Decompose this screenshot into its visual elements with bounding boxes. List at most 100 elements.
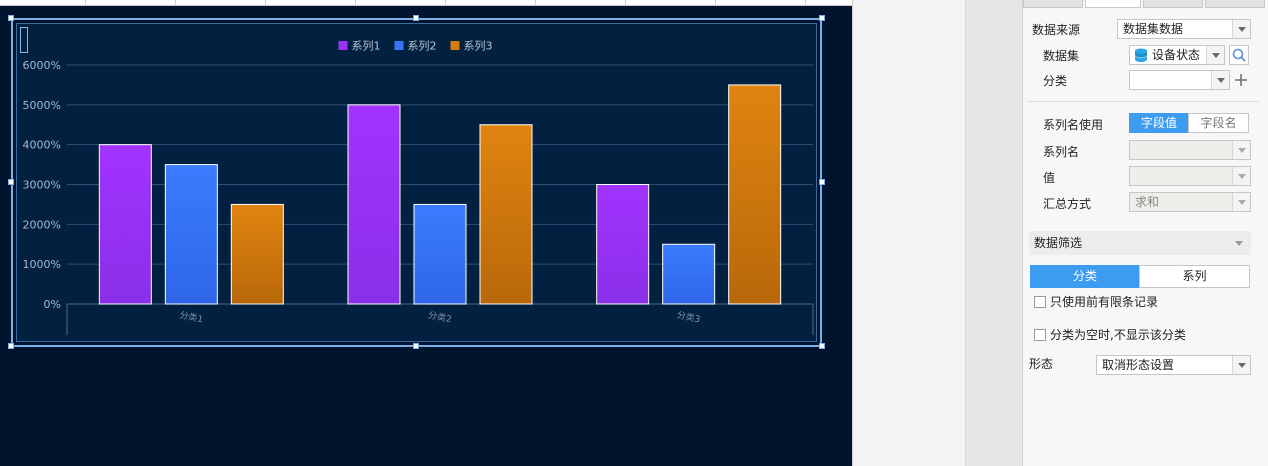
limit-records-option[interactable]: 只使用前有限条记录 bbox=[1034, 293, 1158, 310]
chevron-down-icon[interactable] bbox=[1206, 46, 1224, 64]
bar[interactable] bbox=[164, 164, 218, 305]
bar[interactable] bbox=[596, 184, 650, 305]
chevron-down-icon[interactable] bbox=[1232, 20, 1250, 38]
y-tick-label: 1000% bbox=[23, 258, 61, 271]
resize-handle-sw[interactable] bbox=[8, 343, 14, 349]
series-name-field-name-toggle[interactable]: 字段名 bbox=[1188, 113, 1249, 133]
bar-chart: 0% 1000% 2000% 3000% 4000% 5000% 6000% 分类1 分类2 分… bbox=[23, 39, 814, 335]
add-category-button[interactable] bbox=[1231, 70, 1251, 90]
y-tick-label: 5000% bbox=[23, 99, 61, 112]
chevron-down-icon[interactable] bbox=[1232, 141, 1250, 159]
resize-handle-ne[interactable] bbox=[819, 15, 825, 21]
tab-type[interactable] bbox=[1023, 0, 1083, 8]
x-tick-label: 分类3 bbox=[676, 309, 702, 326]
search-dataset-button[interactable] bbox=[1229, 45, 1249, 65]
category-label: 分类 bbox=[1043, 74, 1068, 88]
tab-effect[interactable] bbox=[1205, 0, 1265, 8]
category-select[interactable] bbox=[1129, 70, 1230, 90]
hide-empty-category-checkbox[interactable] bbox=[1034, 329, 1046, 341]
tab-style[interactable] bbox=[1143, 0, 1203, 8]
hide-empty-category-option[interactable]: 分类为空时,不显示该分类 bbox=[1034, 326, 1186, 343]
search-icon bbox=[1232, 48, 1246, 62]
grid-cell bbox=[626, 0, 716, 6]
chevron-down-icon[interactable] bbox=[1232, 356, 1250, 374]
form-label: 形态 bbox=[1029, 357, 1054, 371]
series-name-label: 系列名 bbox=[1043, 145, 1080, 159]
y-tick-label: 4000% bbox=[23, 139, 61, 152]
dataset-label: 数据集 bbox=[1043, 49, 1080, 63]
y-tick-label: 6000% bbox=[23, 59, 61, 72]
summary-select[interactable]: 求和 bbox=[1129, 192, 1251, 212]
chevron-down-icon[interactable] bbox=[1235, 241, 1243, 246]
report-canvas[interactable]: 0% 1000% 2000% 3000% 4000% 5000% 6000% 分类1 分类2 分… bbox=[0, 0, 852, 466]
sheet-grid-strip bbox=[0, 0, 852, 6]
bar[interactable] bbox=[347, 104, 401, 305]
y-tick-label: 0% bbox=[44, 298, 61, 311]
panel-side-rail bbox=[965, 0, 1022, 466]
value-select[interactable] bbox=[1129, 166, 1251, 186]
resize-handle-se[interactable] bbox=[819, 343, 825, 349]
value-label: 值 bbox=[1043, 171, 1056, 185]
grid-cell bbox=[716, 0, 806, 6]
bar[interactable] bbox=[728, 84, 782, 305]
grid-cell bbox=[356, 0, 446, 6]
form-value: 取消形态设置 bbox=[1102, 358, 1175, 372]
legend-swatch[interactable] bbox=[338, 41, 348, 50]
filter-tab-category[interactable]: 分类 bbox=[1030, 265, 1140, 288]
panel-tabs bbox=[1023, 0, 1268, 8]
series-name-use-label: 系列名使用 bbox=[1043, 118, 1104, 132]
data-filter-section[interactable]: 数据筛选 bbox=[1029, 231, 1251, 255]
limit-records-label: 只使用前有限条记录 bbox=[1050, 295, 1159, 309]
limit-records-checkbox[interactable] bbox=[1034, 296, 1046, 308]
legend-label[interactable]: 系列2 bbox=[408, 39, 437, 53]
dataset-value: 设备状态 bbox=[1152, 48, 1201, 62]
x-tick-label: 分类1 bbox=[178, 309, 204, 326]
bar[interactable] bbox=[413, 203, 467, 305]
tab-data[interactable] bbox=[1085, 0, 1141, 8]
summary-label: 汇总方式 bbox=[1043, 197, 1092, 211]
grid-cell bbox=[536, 0, 626, 6]
chart-title-placeholder[interactable] bbox=[20, 27, 28, 53]
bar[interactable] bbox=[98, 144, 152, 305]
canvas-gutter bbox=[852, 0, 965, 466]
resize-handle-s[interactable] bbox=[413, 343, 419, 349]
legend-label[interactable]: 系列1 bbox=[352, 39, 381, 53]
data-source-select[interactable]: 数据集数据 bbox=[1117, 19, 1251, 39]
grid-cell bbox=[176, 0, 266, 6]
filter-tab-series[interactable]: 系列 bbox=[1139, 265, 1250, 288]
grid-cell bbox=[86, 0, 176, 6]
hide-empty-category-label: 分类为空时,不显示该分类 bbox=[1050, 328, 1186, 342]
grid-cell bbox=[0, 0, 86, 6]
dataset-select[interactable]: 设备状态 bbox=[1129, 45, 1225, 65]
y-tick-label: 2000% bbox=[23, 218, 61, 231]
resize-handle-nw[interactable] bbox=[8, 15, 14, 21]
bar[interactable] bbox=[230, 203, 284, 305]
bar[interactable] bbox=[662, 243, 716, 305]
resize-handle-e[interactable] bbox=[819, 179, 825, 185]
legend-swatch[interactable] bbox=[450, 41, 460, 50]
x-tick-label: 分类2 bbox=[427, 309, 453, 326]
series-name-field-value-toggle[interactable]: 字段值 bbox=[1129, 113, 1189, 133]
data-filter-title: 数据筛选 bbox=[1034, 236, 1083, 250]
summary-value: 求和 bbox=[1135, 195, 1160, 209]
form-select[interactable]: 取消形态设置 bbox=[1096, 355, 1251, 375]
bar[interactable] bbox=[479, 124, 533, 305]
grid-cell bbox=[266, 0, 356, 6]
chevron-down-icon[interactable] bbox=[1232, 193, 1250, 211]
series-name-select[interactable] bbox=[1129, 140, 1251, 160]
plus-icon bbox=[1235, 74, 1247, 86]
chart-plot-area: 0% 1000% 2000% 3000% 4000% 5000% 6000% 分类1 分类2 分… bbox=[16, 23, 817, 342]
resize-handle-w[interactable] bbox=[8, 179, 14, 185]
divider bbox=[1027, 101, 1259, 102]
resize-handle-n[interactable] bbox=[413, 15, 419, 21]
y-tick-label: 3000% bbox=[23, 179, 61, 192]
legend-swatch[interactable] bbox=[394, 41, 404, 50]
data-source-label: 数据来源 bbox=[1032, 23, 1081, 37]
chart-properties-panel: 数据来源 数据集数据 数据集 设备状态 分类 系列名使用 字段值 字段名 系列名 bbox=[1022, 0, 1268, 466]
database-icon bbox=[1135, 48, 1147, 62]
data-source-value: 数据集数据 bbox=[1123, 22, 1184, 36]
legend-label[interactable]: 系列3 bbox=[464, 39, 493, 53]
chevron-down-icon[interactable] bbox=[1211, 71, 1229, 89]
chevron-down-icon[interactable] bbox=[1232, 167, 1250, 185]
chart-widget[interactable]: 0% 1000% 2000% 3000% 4000% 5000% 6000% 分类1 分类2 分… bbox=[11, 18, 822, 347]
